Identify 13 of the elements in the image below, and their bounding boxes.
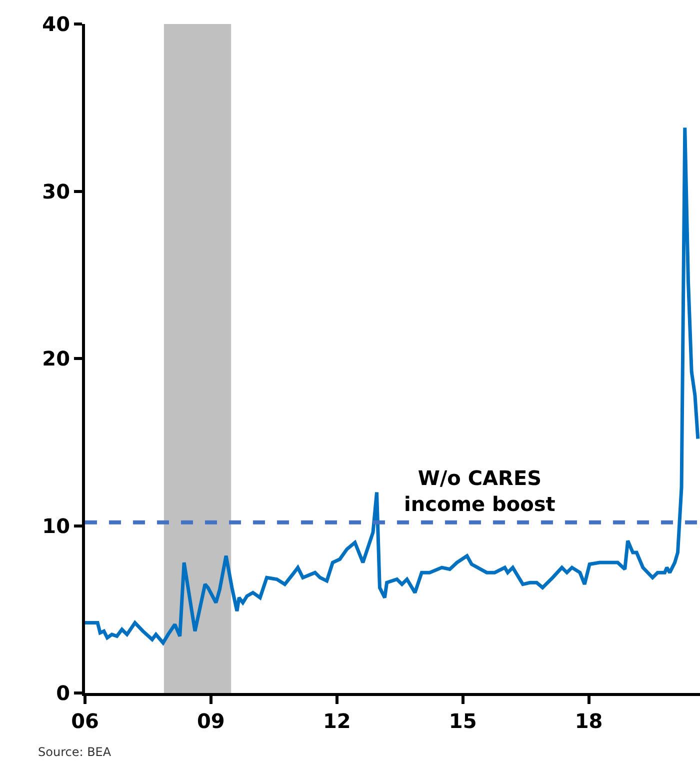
y-tick-label: 20	[42, 346, 70, 370]
x-tick-label: 15	[448, 709, 477, 733]
x-tick-label: 06	[71, 709, 99, 733]
line-series	[85, 126, 700, 645]
x-tick-label: 09	[197, 709, 225, 733]
ref-line-label: W/o CARES income boost	[404, 466, 556, 516]
y-tick-label: 40	[42, 12, 70, 36]
y-tick-label: 10	[42, 514, 70, 538]
y-tick-label: 0	[56, 681, 70, 705]
source-note: Source: BEA	[38, 745, 112, 759]
y-tick-label: 30	[42, 179, 70, 204]
x-tick-label: 12	[322, 709, 351, 733]
x-tick-label: 18	[574, 709, 603, 733]
